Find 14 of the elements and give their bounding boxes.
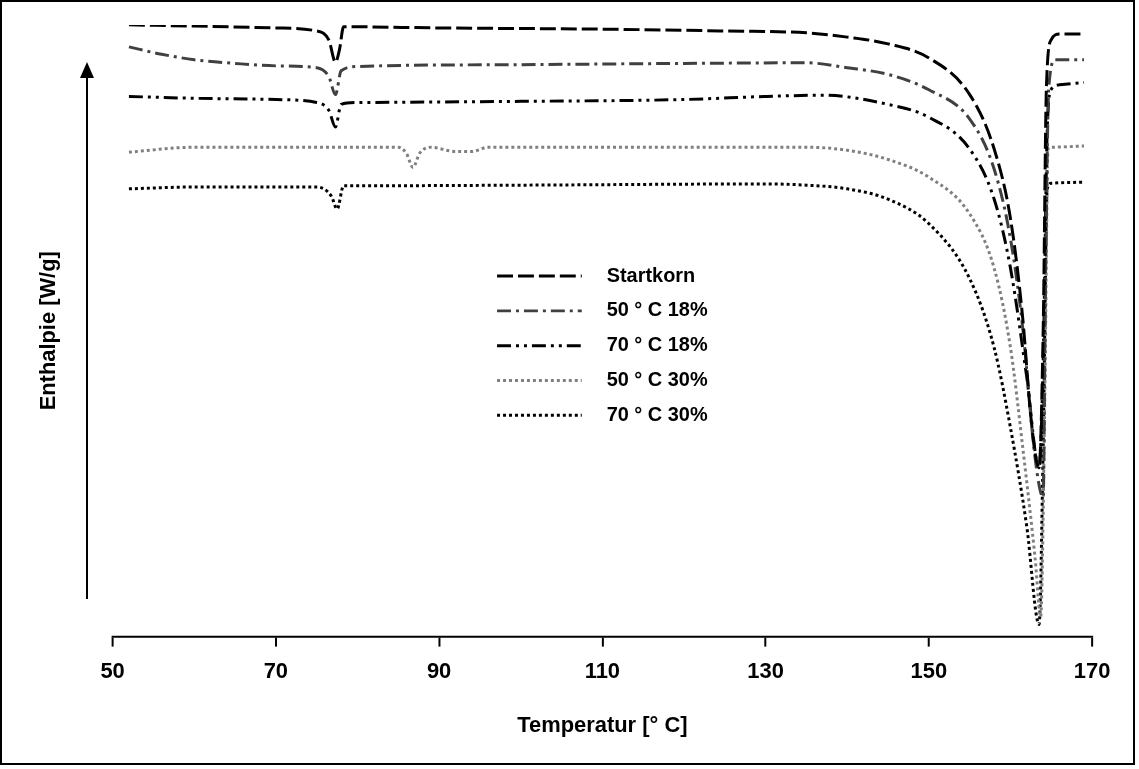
legend-label: 70 ° C 30%: [606, 402, 708, 425]
x-tick-label: 110: [584, 657, 621, 683]
x-tick-label: 170: [1073, 657, 1111, 683]
x-tick-label: 70: [263, 657, 289, 683]
x-axis-title: Temperatur [° C]: [517, 712, 688, 738]
x-tick-label: 130: [747, 657, 784, 683]
legend-label: 50 ° C 30%: [606, 368, 708, 390]
x-tick-label: 50: [100, 657, 125, 683]
legend-label: Startkorn: [606, 263, 696, 286]
legend-label: 50 ° C 18%: [606, 298, 708, 321]
x-tick-label: 150: [910, 657, 948, 683]
legend-label: 70 ° C 18%: [606, 333, 708, 356]
x-tick-label: 90: [426, 657, 452, 683]
y-axis-title: Enthalpie [W/g]: [35, 251, 61, 411]
